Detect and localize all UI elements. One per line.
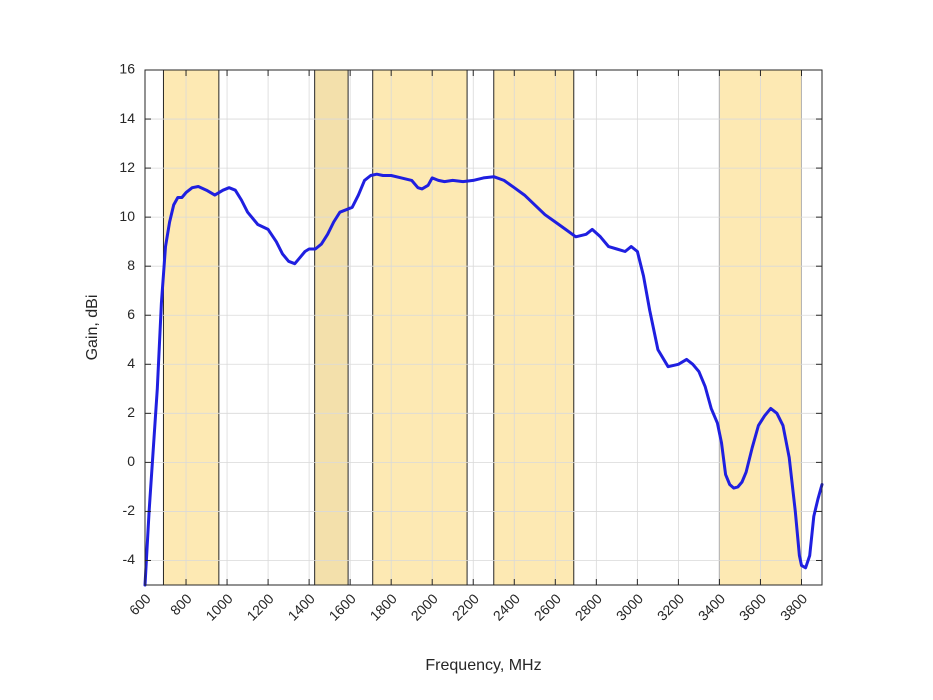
y-tick-label: 2 (127, 404, 135, 420)
plot-frame (144, 69, 823, 586)
x-tick-label: 3800 (777, 590, 810, 623)
x-tick-label: 2400 (490, 590, 523, 623)
x-tick-label: 3200 (654, 590, 687, 623)
x-tick-label: 3600 (736, 590, 769, 623)
y-tick-label: 12 (119, 159, 135, 175)
plot-background (145, 70, 822, 585)
y-axis-label: Gain, dBi (84, 295, 101, 361)
series-layer (143, 172, 824, 587)
y-tick-label: 4 (127, 355, 135, 371)
x-tick-label: 1800 (367, 590, 400, 623)
y-tick-label: 14 (119, 110, 135, 126)
frequency-band-2 (372, 69, 468, 586)
frequency-band-1 (314, 69, 349, 586)
x-tick-label: 1000 (202, 590, 235, 623)
y-tick-label: 10 (119, 208, 135, 224)
y-tick-label: 6 (127, 306, 135, 322)
y-tick-label: 8 (127, 257, 135, 273)
x-tick-label: 1400 (285, 590, 318, 623)
y-axis-ticks: -4 -2 0 2 4 6 8 10 12 14 16 (119, 61, 822, 567)
grid-lines (144, 69, 822, 585)
x-tick-label: 1200 (243, 590, 276, 623)
frequency-band-0 (162, 69, 220, 586)
x-tick-label: 800 (167, 590, 195, 618)
y-tick-label: -2 (123, 502, 136, 518)
x-tick-label: 3000 (613, 590, 646, 623)
x-tick-label: 2600 (531, 590, 564, 623)
y-tick-label: 16 (119, 61, 135, 77)
x-tick-label: 1600 (326, 590, 359, 623)
x-axis-label: Frequency, MHz (425, 657, 541, 674)
x-tick-label: 2000 (408, 590, 441, 623)
y-tick-label: -4 (123, 551, 136, 567)
gain-series-line (143, 172, 824, 587)
x-tick-label: 2800 (572, 590, 605, 623)
frequency-band-3 (493, 69, 575, 586)
y-tick-label: 0 (127, 453, 135, 469)
x-tick-label: 2200 (449, 590, 482, 623)
x-tick-label: 3400 (695, 590, 728, 623)
x-tick-label: 600 (126, 590, 154, 618)
